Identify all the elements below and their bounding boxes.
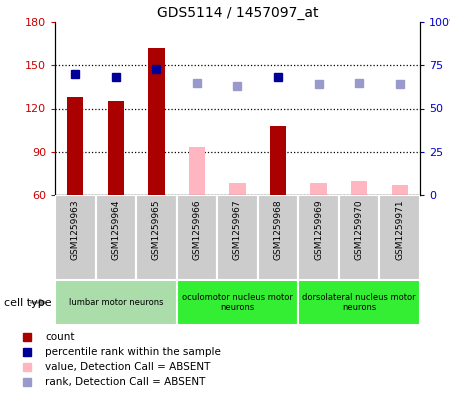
Text: GSM1259964: GSM1259964 [111,199,120,260]
Bar [230,184,246,195]
Text: GSM1259965: GSM1259965 [152,199,161,260]
Bar [177,280,298,325]
Text: dorsolateral nucleus motor
neurons: dorsolateral nucleus motor neurons [302,293,416,312]
Bar [67,97,83,195]
Title: GDS5114 / 1457097_at: GDS5114 / 1457097_at [157,6,318,20]
Bar [55,195,95,280]
Text: GSM1259966: GSM1259966 [193,199,202,260]
Text: value, Detection Call = ABSENT: value, Detection Call = ABSENT [45,362,211,372]
Bar [392,185,408,195]
Bar [379,195,420,280]
Bar [310,184,327,195]
Bar [95,195,136,280]
Bar [55,280,177,325]
Text: GSM1259969: GSM1259969 [314,199,323,260]
Text: GSM1259968: GSM1259968 [274,199,283,260]
Bar [258,195,298,280]
Text: rank, Detection Call = ABSENT: rank, Detection Call = ABSENT [45,377,205,387]
Bar [339,195,379,280]
Text: count: count [45,332,75,342]
Bar [108,101,124,195]
Bar [136,195,177,280]
Text: GSM1259967: GSM1259967 [233,199,242,260]
Bar [177,195,217,280]
Bar [298,195,339,280]
Bar [298,280,420,325]
Bar [270,126,286,195]
Bar [189,147,205,195]
Bar [217,195,258,280]
Bar [148,48,165,195]
Text: GSM1259971: GSM1259971 [395,199,404,260]
Text: cell type: cell type [4,298,52,307]
Text: GSM1259963: GSM1259963 [71,199,80,260]
Text: percentile rank within the sample: percentile rank within the sample [45,347,221,357]
Text: GSM1259970: GSM1259970 [355,199,364,260]
Text: oculomotor nucleus motor
neurons: oculomotor nucleus motor neurons [182,293,293,312]
Bar [351,180,367,195]
Text: lumbar motor neurons: lumbar motor neurons [68,298,163,307]
